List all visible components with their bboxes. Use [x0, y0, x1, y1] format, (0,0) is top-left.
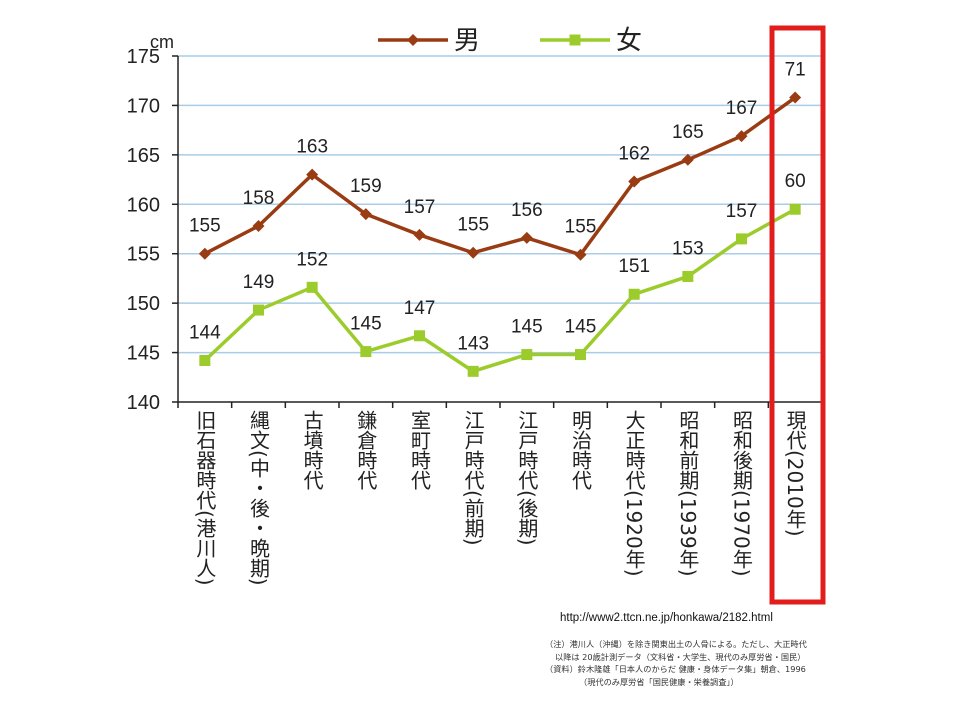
- category-label: 明治時代: [569, 410, 593, 490]
- category-label: 昭和後期(1970年): [730, 410, 754, 577]
- legend-marker-female: [569, 34, 581, 46]
- data-label: 157: [404, 197, 436, 218]
- note-line: （現代のみ厚労省「国民健康・栄養調査」）: [579, 676, 739, 687]
- data-label: 159: [350, 176, 382, 197]
- data-label: 155: [565, 217, 597, 238]
- y-tick-labels: 140 145 150 155 160 165 170 175: [127, 46, 160, 414]
- data-point-female: [789, 203, 801, 215]
- data-label: 71: [785, 60, 806, 81]
- category-labels: 旧石器時代(港川人) 縄文(中・後・晩期) 古墳時代 鎌倉時代 室町時代 江戸時代(前期)…: [193, 410, 807, 586]
- data-label: 60: [785, 171, 806, 192]
- data-point-male: [574, 248, 587, 261]
- category-label: 昭和前期(1939年): [676, 410, 700, 577]
- data-label: 155: [189, 216, 221, 237]
- data-label: 165: [672, 122, 704, 143]
- y-tick-label: 150: [127, 293, 160, 315]
- highlight-box-modern: [769, 25, 826, 605]
- data-point-male: [789, 91, 802, 104]
- y-tick-label: 140: [127, 392, 160, 414]
- data-label: 155: [457, 215, 489, 236]
- data-point-male: [198, 247, 211, 260]
- y-tick-label: 165: [127, 145, 160, 167]
- source-notes: （注）港川人（沖縄）を除き関東出土の人骨による。ただし、大正時代 以降は 20歳…: [545, 638, 807, 688]
- data-point-female: [360, 346, 372, 358]
- legend-marker-male: [407, 34, 419, 46]
- data-label: 151: [618, 256, 650, 277]
- data-point-female: [682, 270, 694, 282]
- gridlines: [172, 55, 822, 403]
- data-point-female: [306, 281, 318, 293]
- data-label: 149: [243, 272, 275, 293]
- data-point-female: [414, 330, 425, 342]
- category-label: 江戸時代(前期): [461, 410, 485, 546]
- data-point-male: [520, 231, 533, 244]
- data-point-female: [628, 288, 640, 300]
- note-line: 以降は 20歳計測データ（文科省・大学生、現代のみ厚労省・国民）: [555, 651, 806, 662]
- series-lines: [198, 91, 802, 377]
- series-line-0: [204, 96, 797, 257]
- data-label: 143: [457, 333, 489, 354]
- data-label: 156: [511, 200, 543, 221]
- data-point-female: [253, 304, 264, 316]
- data-label: 152: [296, 249, 328, 270]
- category-label: 古墳時代: [300, 410, 324, 490]
- data-label: 163: [296, 137, 328, 158]
- data-point-female: [467, 365, 479, 377]
- y-tick-label: 170: [127, 95, 160, 117]
- data-label: 147: [404, 298, 436, 319]
- data-point-female: [199, 354, 211, 366]
- data-point-female: [736, 233, 747, 245]
- data-point-male: [681, 153, 694, 166]
- y-axis-unit: cm: [150, 32, 174, 52]
- y-tick-label: 175: [127, 46, 160, 68]
- category-label: 旧石器時代(港川人): [193, 410, 217, 586]
- category-label: 江戸時代(後期): [515, 410, 539, 546]
- note-line: （注）港川人（沖縄）を除き関東出土の人骨による。ただし、大正時代: [545, 639, 807, 649]
- axes: [177, 56, 823, 408]
- category-label: 室町時代: [408, 410, 432, 490]
- category-label: 現代(2010年): [783, 410, 807, 537]
- data-label: 153: [672, 238, 704, 259]
- data-label: 158: [243, 188, 275, 209]
- category-label: 大正時代(1920年): [622, 410, 646, 577]
- note-line: （資料）鈴木隆雄「日本人のからだ 健康・身体データ集」朝倉、1996: [545, 664, 806, 674]
- data-label: 145: [565, 317, 597, 338]
- legend: 男女: [378, 26, 642, 56]
- y-tick-label: 160: [127, 194, 160, 216]
- source-url[interactable]: http://www2.ttcn.ne.jp/honkawa/2182.html: [560, 612, 773, 624]
- data-label: 144: [189, 322, 221, 343]
- category-label: 鎌倉時代: [354, 410, 378, 490]
- data-labels: 155 158 163 159 157 155 156 155 162 165 167 71 144 14…: [189, 60, 806, 355]
- data-point-male: [413, 228, 426, 241]
- legend-label: 女: [616, 26, 642, 56]
- data-label: 145: [350, 314, 382, 335]
- y-tick-label: 155: [127, 244, 160, 266]
- data-label: 167: [726, 98, 758, 119]
- data-point-male: [252, 220, 265, 233]
- series-line-1: [203, 207, 797, 374]
- data-label: 157: [726, 201, 758, 222]
- data-point-male: [359, 208, 372, 221]
- legend-label: 男: [454, 26, 480, 56]
- data-point-male: [306, 168, 319, 181]
- category-label: 縄文(中・後・晩期): [247, 410, 271, 586]
- data-label: 145: [511, 317, 543, 338]
- y-tick-label: 145: [127, 343, 160, 365]
- data-point-female: [575, 349, 586, 361]
- data-point-male: [628, 175, 641, 188]
- data-point-male: [467, 246, 480, 259]
- data-point-male: [735, 130, 748, 143]
- data-label: 162: [618, 144, 650, 165]
- data-point-female: [521, 349, 533, 361]
